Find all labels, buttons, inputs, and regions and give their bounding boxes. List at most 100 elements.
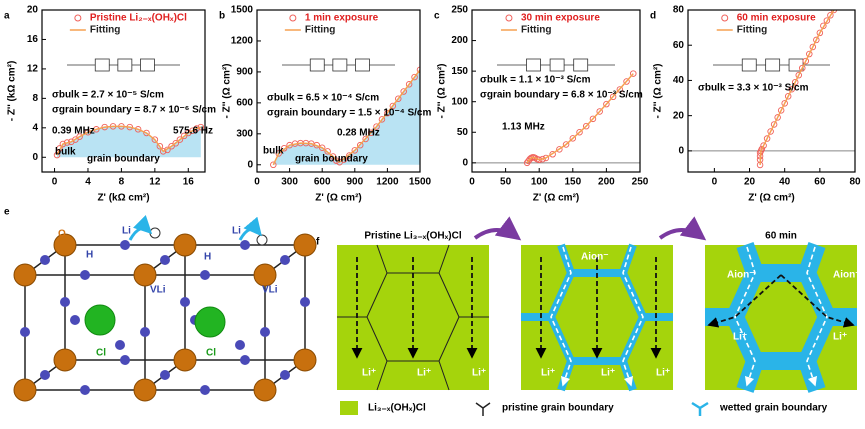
legend-swatch [475,402,491,416]
atom-label: VLi [150,285,166,296]
panel-label: c [434,11,440,22]
x-tick-label: 1500 [409,177,432,188]
data-point [378,116,386,123]
atom-label: O [58,229,66,240]
ion-path [707,274,782,328]
circuit-element [741,58,757,72]
li-site [180,297,190,307]
y-tick-label: 60 [673,40,685,51]
y-tick-label: 0 [247,159,253,170]
data-point [329,153,337,160]
ion-label: Aion⁻ [833,270,861,281]
data-point [795,71,802,79]
ion-label: Li⁺ [362,368,376,379]
legend-swatch [721,14,729,22]
data-point [151,136,159,143]
impedance-area [273,69,420,165]
ion-label: Li⁺ [541,368,555,379]
plot-frame [256,9,421,173]
y-tick-label: 16 [27,34,39,45]
legend-label: wetted grain boundary [719,403,828,414]
data-point [172,140,179,147]
oxygen-site [53,348,77,372]
circuit-schematic [713,58,830,72]
data-point [781,100,788,107]
x-tick-label: 200 [598,177,615,188]
condition-title: 60 min [765,231,797,242]
data-point [395,95,402,102]
y-tick-label: 250 [451,5,468,16]
fit-line [759,10,835,166]
data-point [270,161,277,169]
data-point [168,142,175,150]
data-point [280,145,288,152]
fit-line [56,125,202,156]
data-point [799,64,806,72]
li-site [115,340,125,350]
data-point [367,129,375,137]
y-tick-label: 150 [451,66,468,77]
y-axis-title: - Z'' (Ω cm²) [222,64,233,119]
ion-label: Li⁺ [656,368,670,379]
data-point [806,50,813,58]
data-point [569,135,577,142]
data-point [603,100,610,108]
circuit-element [117,58,133,72]
li-site [235,340,245,350]
oxygen-site [253,263,277,287]
ion-label: Li⁺ [601,368,615,379]
plot-frame [471,9,641,173]
oxygen-site [53,233,77,257]
y-axis-title: - Z'' (Ω cm²) [437,64,448,119]
circuit-element [332,58,348,72]
oxygen-site [253,378,277,402]
condition-title: Pristine Li₃₋ₓ(OHₓ)Cl [364,231,461,242]
data-point [53,151,61,159]
li-site [200,270,210,280]
li-site [280,370,290,380]
data-point [589,115,597,123]
x-tick-label: 1200 [376,177,399,188]
oxygen-site [13,378,37,402]
plot-frame [687,9,856,173]
data-point [346,152,353,159]
circuit-element [765,58,781,72]
li-site [160,370,170,380]
data-point [758,145,766,153]
li-site [40,255,50,265]
ion-label: Li⁺ [733,332,747,343]
ion-path [780,274,855,328]
y-tick-label: 900 [236,67,253,78]
boundary-path [337,244,489,391]
li-site [120,355,130,365]
data-point [197,123,205,131]
data-point [362,135,369,143]
li-site [70,315,80,325]
x-tick-label: 8 [119,177,125,188]
grain-boundary [705,241,857,393]
vacancy [149,227,161,239]
circuit-element [526,58,541,72]
y-tick-label: 20 [673,110,685,121]
chloride-ion [194,306,226,338]
oxygen-site [173,348,197,372]
data-point [802,57,810,65]
x-tick-label: 0 [469,177,475,188]
fit-line [272,69,420,166]
data-point [389,102,397,110]
legend-swatch [74,14,82,22]
circuit-schematic [282,58,395,72]
grain-boundary [521,243,673,392]
x-tick-label: 60 [814,177,826,188]
data-point [791,78,799,86]
x-tick-label: 20 [744,177,756,188]
data-point [770,121,778,128]
li-site [120,240,130,250]
legend-swatch [289,14,297,22]
data-point [830,10,838,14]
data-point [156,142,164,150]
x-tick-label: 100 [531,177,548,188]
data-point [556,146,563,153]
ion-path [734,246,756,387]
legend-label: 1 min exposure [305,13,379,24]
